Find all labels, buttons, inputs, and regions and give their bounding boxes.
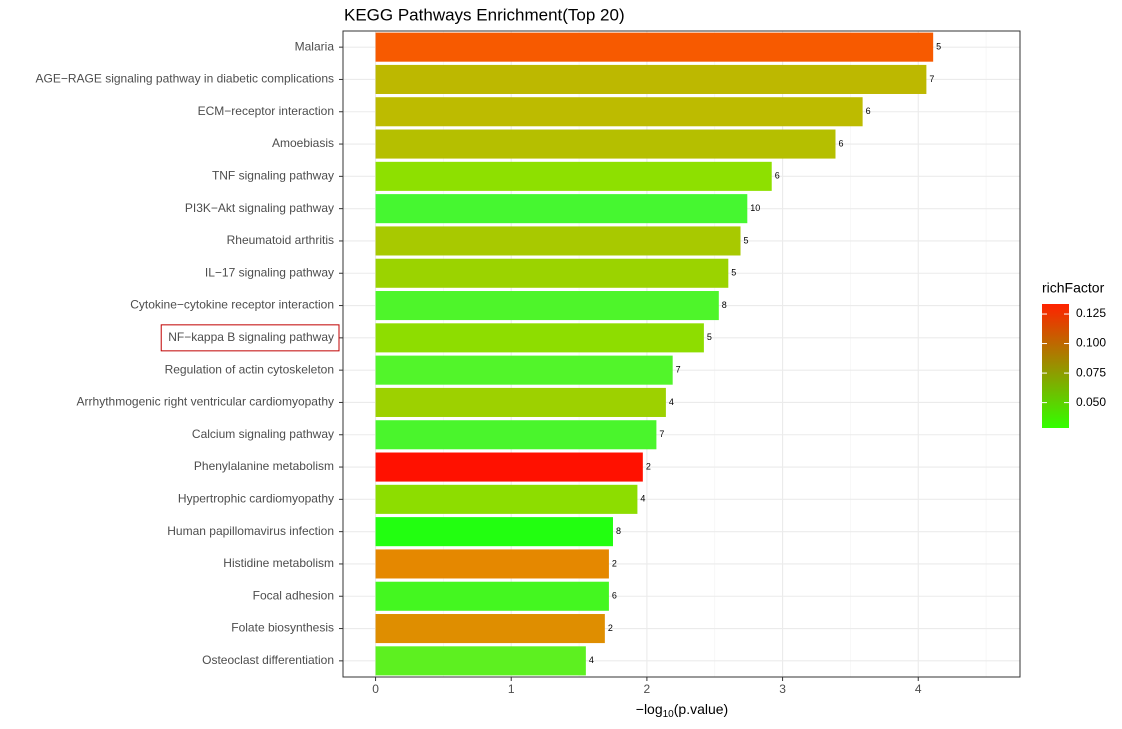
bar bbox=[375, 484, 638, 514]
count-label: 10 bbox=[750, 203, 760, 213]
bar bbox=[375, 646, 586, 676]
bar bbox=[375, 291, 719, 321]
count-label: 8 bbox=[722, 300, 727, 310]
count-label: 5 bbox=[936, 42, 941, 52]
bar bbox=[375, 517, 613, 547]
count-label: 6 bbox=[838, 138, 843, 148]
count-label: 4 bbox=[669, 397, 674, 407]
y-tick-label: Human papillomavirus infection bbox=[167, 524, 334, 538]
y-tick-label: IL−17 signaling pathway bbox=[205, 265, 334, 279]
x-tick-label: 2 bbox=[644, 682, 651, 696]
count-label: 4 bbox=[640, 494, 645, 504]
y-tick-label: Rheumatoid arthritis bbox=[227, 233, 334, 247]
y-tick-label: ECM−receptor interaction bbox=[198, 104, 334, 118]
y-tick-label: Malaria bbox=[295, 39, 335, 53]
count-label: 5 bbox=[744, 235, 749, 245]
bar bbox=[375, 64, 927, 94]
count-label: 2 bbox=[646, 461, 651, 471]
legend-tick-label: 0.075 bbox=[1076, 365, 1106, 379]
bar bbox=[375, 581, 609, 611]
plot-border bbox=[342, 30, 1021, 678]
count-label: 6 bbox=[775, 171, 780, 181]
bar bbox=[375, 549, 609, 579]
y-tick-label: Calcium signaling pathway bbox=[192, 427, 334, 441]
y-tick-label: NF−kappa B signaling pathway bbox=[168, 330, 334, 344]
count-label: 4 bbox=[589, 655, 594, 665]
legend-tick-label: 0.125 bbox=[1076, 306, 1106, 320]
x-axis-label: −log10(p.value) bbox=[636, 701, 728, 720]
count-label: 2 bbox=[612, 558, 617, 568]
highlight-box bbox=[160, 324, 340, 352]
y-tick-label: Histidine metabolism bbox=[223, 556, 334, 570]
y-tick-label: Osteoclast differentiation bbox=[202, 653, 334, 667]
bar bbox=[375, 161, 772, 191]
bar bbox=[375, 226, 741, 256]
x-tick-label: 4 bbox=[915, 682, 922, 696]
x-label-part: −log bbox=[636, 701, 663, 717]
legend-title: richFactor bbox=[1042, 280, 1105, 296]
y-tick-label: PI3K−Akt signaling pathway bbox=[185, 201, 334, 215]
x-label-sub: 10 bbox=[663, 709, 675, 720]
y-tick-label: AGE−RAGE signaling pathway in diabetic c… bbox=[36, 72, 335, 86]
color-bar bbox=[1042, 304, 1069, 428]
bar bbox=[375, 387, 666, 417]
count-label: 2 bbox=[608, 623, 613, 633]
y-tick-label: Cytokine−cytokine receptor interaction bbox=[130, 298, 334, 312]
y-tick-label: Regulation of actin cytoskeleton bbox=[165, 362, 334, 376]
bar bbox=[375, 355, 673, 385]
bar bbox=[375, 452, 643, 482]
bar bbox=[375, 614, 605, 644]
count-label: 5 bbox=[707, 332, 712, 342]
y-tick-label: Folate biosynthesis bbox=[231, 621, 334, 635]
y-tick-label: Hypertrophic cardiomyopathy bbox=[178, 492, 334, 506]
bar bbox=[375, 258, 729, 288]
y-tick-label: Phenylalanine metabolism bbox=[194, 459, 334, 473]
bar bbox=[375, 420, 657, 450]
legend-tick-label: 0.100 bbox=[1076, 336, 1106, 350]
bar bbox=[375, 129, 836, 159]
bar bbox=[375, 194, 748, 224]
bar bbox=[375, 97, 863, 127]
count-label: 7 bbox=[676, 365, 681, 375]
x-label-part: (p.value) bbox=[674, 701, 728, 717]
count-label: 7 bbox=[929, 74, 934, 84]
count-label: 6 bbox=[866, 106, 871, 116]
chart-title: KEGG Pathways Enrichment(Top 20) bbox=[344, 5, 625, 24]
y-tick-label: Focal adhesion bbox=[253, 588, 334, 602]
y-tick-label: TNF signaling pathway bbox=[212, 169, 334, 183]
y-tick-label: Amoebiasis bbox=[272, 136, 334, 150]
legend-tick-label: 0.050 bbox=[1076, 395, 1106, 409]
x-tick-label: 0 bbox=[372, 682, 379, 696]
x-tick-label: 3 bbox=[779, 682, 786, 696]
x-tick-label: 1 bbox=[508, 682, 515, 696]
bar bbox=[375, 32, 934, 62]
bar bbox=[375, 323, 704, 353]
count-label: 5 bbox=[731, 268, 736, 278]
y-tick-label: Arrhythmogenic right ventricular cardiom… bbox=[77, 395, 334, 409]
count-label: 6 bbox=[612, 591, 617, 601]
count-label: 7 bbox=[659, 429, 664, 439]
count-label: 8 bbox=[616, 526, 621, 536]
